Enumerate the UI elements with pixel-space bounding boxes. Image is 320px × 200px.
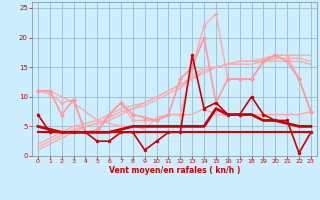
X-axis label: Vent moyen/en rafales ( kn/h ): Vent moyen/en rafales ( kn/h )	[109, 166, 240, 175]
